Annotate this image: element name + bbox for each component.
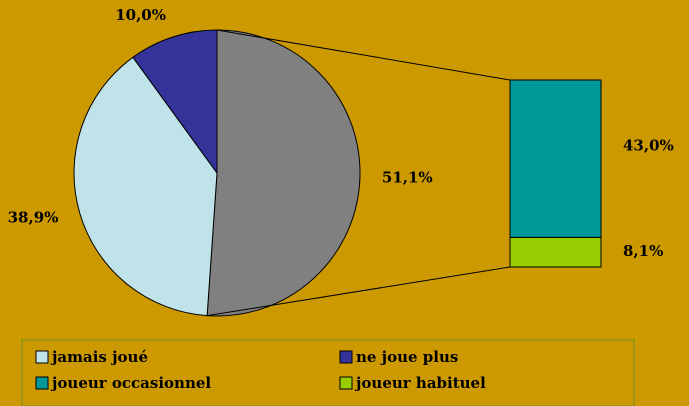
pie-slice: [73, 56, 218, 317]
data-label: 8,1%: [623, 242, 663, 260]
legend-box: [21, 339, 635, 406]
legend-swatch: [339, 350, 353, 364]
bar-segment: [509, 79, 602, 238]
legend-label: ne joue plus: [356, 348, 458, 366]
data-label: 51,1%: [382, 169, 433, 187]
pie-slice: [132, 29, 218, 175]
legend-label: jamais joué: [50, 348, 148, 366]
legend-swatch: [339, 376, 353, 390]
bar-segment: [509, 236, 602, 268]
legend-swatch: [35, 350, 49, 364]
data-label: 43,0%: [623, 137, 674, 155]
data-label: 38,9%: [8, 209, 59, 227]
data-label: 10,0%: [115, 6, 166, 24]
connector-line: [207, 266, 511, 317]
legend-label: joueur habituel: [354, 374, 486, 392]
legend-swatch: [35, 376, 49, 390]
legend-label: joueur occasionnel: [50, 374, 211, 392]
connector-line: [216, 29, 511, 81]
